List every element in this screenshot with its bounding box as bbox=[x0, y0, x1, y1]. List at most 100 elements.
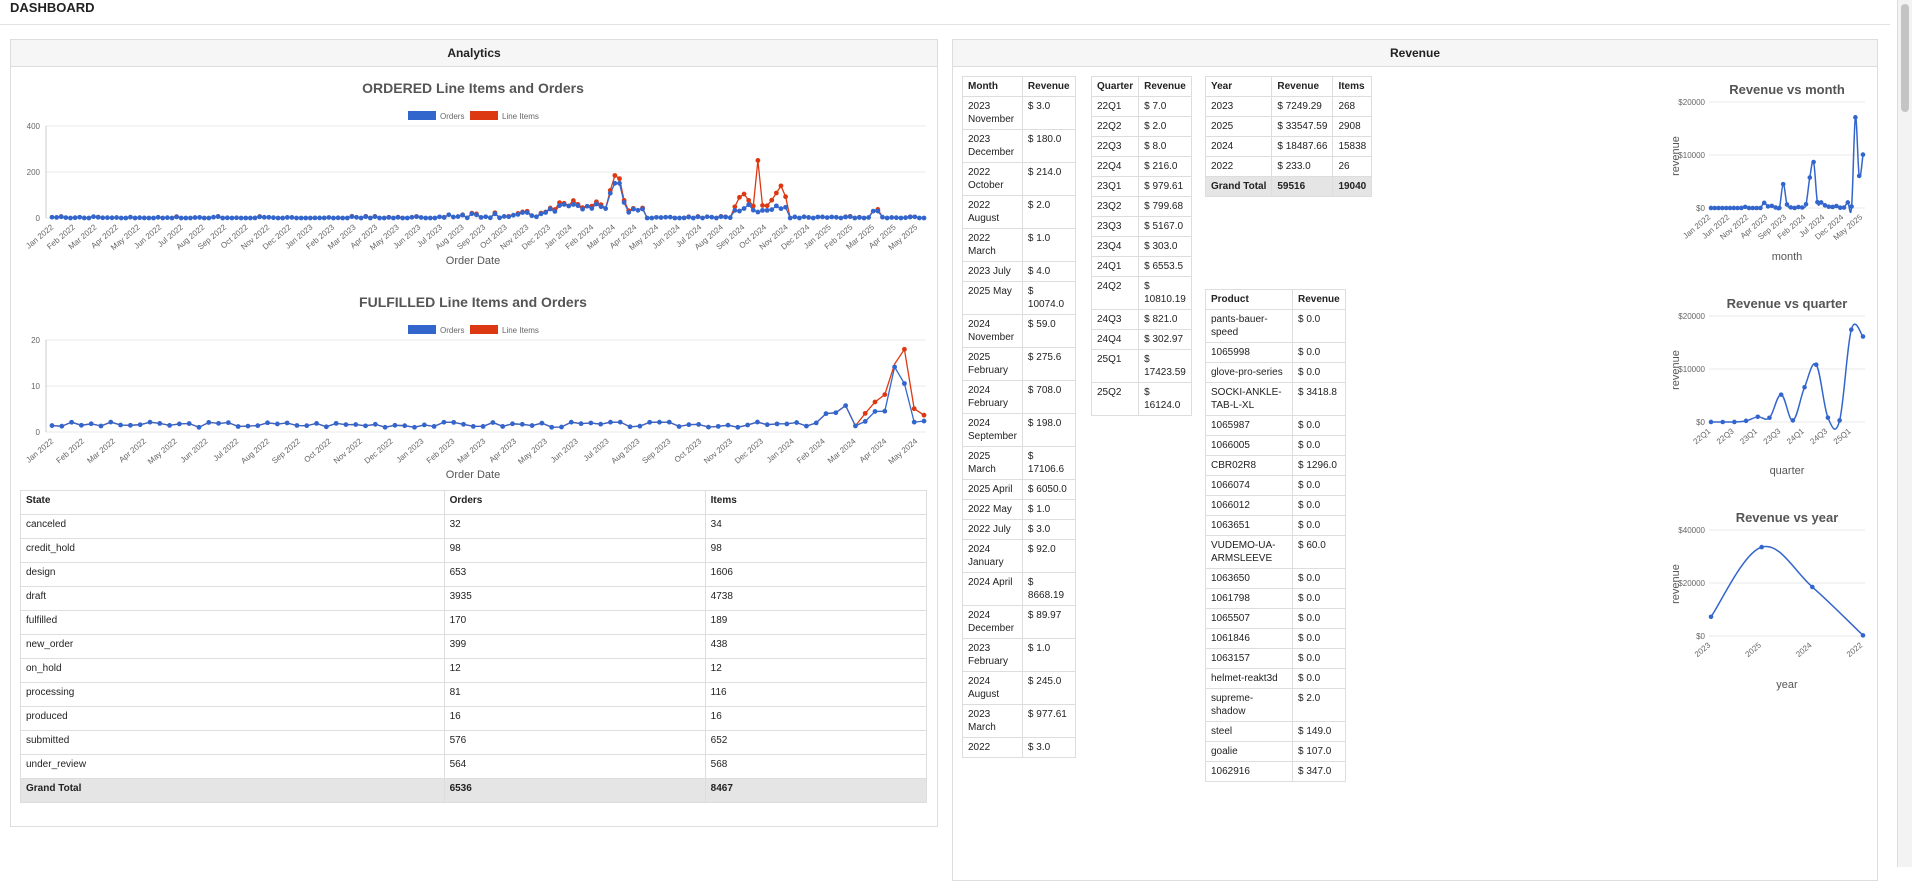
month-cell: 2023 February bbox=[962, 638, 1023, 672]
month-cell: 2023 November bbox=[962, 96, 1023, 130]
table-row: 1063157 $ 0.0 bbox=[1205, 648, 1346, 669]
orders-point bbox=[343, 422, 349, 428]
orders-point bbox=[123, 215, 129, 221]
table-row: 1061798 $ 0.0 bbox=[1205, 588, 1346, 609]
orders-point bbox=[91, 214, 96, 220]
line-items-point bbox=[872, 399, 878, 405]
product-cell: $ 60.0 bbox=[1292, 535, 1346, 569]
revenue-point bbox=[1731, 205, 1737, 211]
revenue-vs-month-chart: Revenue vs month$0$10000$20000revenueJan… bbox=[1670, 82, 1866, 263]
revenue-point bbox=[1735, 205, 1740, 211]
orders-point bbox=[409, 214, 415, 220]
table-row: supreme-shadow $ 2.0 bbox=[1205, 688, 1346, 722]
legend-line-items-swatch bbox=[470, 111, 498, 120]
product-cell: $ 347.0 bbox=[1292, 761, 1346, 782]
x-tick-label: Jan 2022 bbox=[24, 436, 55, 464]
orders-point bbox=[474, 212, 479, 218]
orders-point bbox=[395, 214, 401, 220]
month-cell: $ 6050.0 bbox=[1021, 479, 1076, 500]
y-tick-label: 0 bbox=[36, 428, 41, 437]
state-cell: 116 bbox=[704, 682, 928, 707]
orders-point bbox=[418, 215, 424, 220]
orders-point bbox=[666, 419, 672, 425]
table-row: helmet-reakt3d $ 0.0 bbox=[1205, 668, 1346, 689]
state-cell: 564 bbox=[443, 754, 706, 779]
orders-point bbox=[188, 215, 193, 221]
scrollbar-thumb[interactable] bbox=[1901, 4, 1909, 112]
orders-point bbox=[446, 212, 452, 218]
year-cell: 2025 bbox=[1204, 116, 1273, 137]
x-tick-label: 2025 bbox=[1744, 640, 1764, 659]
x-tick-label: Nov 2022 bbox=[332, 436, 364, 465]
orders-point bbox=[797, 215, 802, 221]
y-tick-label: 0 bbox=[36, 214, 41, 223]
table-row: steel $ 149.0 bbox=[1205, 721, 1346, 742]
product-cell: $ 0.0 bbox=[1292, 668, 1346, 689]
revenue-point bbox=[1849, 204, 1854, 209]
line-items-point bbox=[750, 203, 756, 209]
orders-point bbox=[72, 215, 78, 221]
orders-point bbox=[907, 214, 913, 220]
table-row: 2022 May $ 1.0 bbox=[962, 499, 1076, 520]
orders-point bbox=[695, 214, 701, 220]
orders-point bbox=[164, 215, 170, 221]
y-tick-label: 200 bbox=[27, 168, 41, 177]
quarter-header-row: Quarter Revenue bbox=[1090, 76, 1192, 97]
orders-point bbox=[216, 420, 221, 426]
year-total-cell: 59516 bbox=[1271, 176, 1334, 197]
product-header-row: Product Revenue bbox=[1205, 289, 1346, 310]
orders-point bbox=[274, 421, 280, 427]
year-header-row: Year Revenue Items bbox=[1204, 76, 1373, 97]
orders-point bbox=[470, 423, 476, 429]
orders-point bbox=[893, 215, 899, 221]
table-row: 25Q2 $ 16124.0 bbox=[1090, 382, 1192, 416]
line-items-point bbox=[732, 204, 738, 210]
orders-point bbox=[657, 419, 662, 425]
month-cell: 2024 August bbox=[962, 671, 1023, 705]
revenue-point bbox=[1815, 199, 1820, 205]
y-tick-label: $10000 bbox=[1678, 151, 1705, 160]
orders-point bbox=[58, 214, 64, 220]
table-row: 1062916 $ 347.0 bbox=[1205, 761, 1346, 782]
orders-point bbox=[275, 215, 281, 221]
quarter-cell: $ 7.0 bbox=[1138, 96, 1192, 117]
orders-point bbox=[372, 421, 378, 427]
orders-point bbox=[898, 215, 904, 221]
orders-point bbox=[746, 202, 752, 208]
month-revenue-table: Month Revenue 2023 November $ 3.0 2023 Decem… bbox=[962, 76, 1076, 758]
y-tick-label: $40000 bbox=[1678, 526, 1705, 535]
orders-point bbox=[862, 419, 868, 424]
orders-point bbox=[534, 214, 539, 220]
orders-point bbox=[549, 424, 555, 430]
table-row: 1065998 $ 0.0 bbox=[1205, 342, 1346, 363]
orders-point bbox=[820, 214, 825, 220]
table-row: 2022 March $ 1.0 bbox=[962, 228, 1076, 262]
orders-point bbox=[741, 206, 747, 211]
month-cell: 2022 October bbox=[962, 162, 1023, 196]
table-row: 1066074 $ 0.0 bbox=[1205, 475, 1346, 496]
table-row: on_hold 12 12 bbox=[20, 658, 928, 683]
month-cell: 2024 April bbox=[962, 572, 1023, 606]
quarter-cell: 22Q2 bbox=[1090, 116, 1140, 137]
y-tick-label: $10000 bbox=[1678, 365, 1705, 374]
revenue-vs-year-chart: Revenue vs year $0 $20000 $40000 revenue 2023… bbox=[1670, 510, 1866, 691]
orders-point bbox=[54, 214, 60, 220]
orders-point bbox=[414, 214, 419, 220]
year-revenue-table: Year Revenue Items 2023 $ 7249.29 268 2025 $ 33… bbox=[1204, 76, 1373, 197]
table-row: 24Q1 $ 6553.5 bbox=[1090, 256, 1192, 277]
orders-point bbox=[557, 203, 562, 208]
orders-series-line bbox=[51, 365, 925, 429]
month-cell: $ 1.0 bbox=[1021, 228, 1076, 262]
orders-point bbox=[412, 424, 417, 430]
orders-point bbox=[234, 215, 239, 221]
vertical-scrollbar[interactable] bbox=[1897, 0, 1912, 867]
orders-point bbox=[813, 420, 819, 426]
revenue-series-line bbox=[1710, 116, 1864, 214]
orders-point bbox=[280, 215, 286, 221]
year-cell: $ 33547.59 bbox=[1271, 116, 1334, 137]
state-header-row: State Orders Items bbox=[20, 490, 928, 515]
quarter-cell: 23Q2 bbox=[1090, 196, 1140, 217]
orders-point bbox=[229, 215, 235, 221]
quarter-cell: $ 6553.5 bbox=[1138, 256, 1192, 277]
table-row: 2025 April $ 6050.0 bbox=[962, 479, 1076, 500]
